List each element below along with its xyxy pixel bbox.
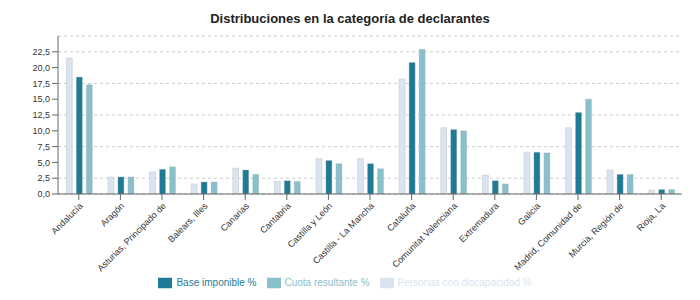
svg-text:Rioja, La: Rioja, La: [635, 201, 667, 233]
svg-text:22,5: 22,5: [32, 47, 50, 57]
svg-text:Madrid, Comunidad de: Madrid, Comunidad de: [512, 201, 583, 272]
svg-text:Castilla - La Mancha: Castilla - La Mancha: [311, 201, 376, 266]
svg-text:Extremadura: Extremadura: [457, 201, 501, 245]
svg-text:Cataluña: Cataluña: [385, 201, 418, 234]
svg-text:Asturias, Principado de: Asturias, Principado de: [95, 201, 168, 274]
svg-text:17,5: 17,5: [32, 79, 50, 89]
svg-text:5,0: 5,0: [37, 158, 50, 168]
svg-text:10,0: 10,0: [32, 126, 50, 136]
svg-text:Cantabria: Cantabria: [258, 201, 293, 236]
svg-text:0,0: 0,0: [37, 189, 50, 199]
svg-text:Balears, Illes: Balears, Illes: [166, 201, 210, 245]
svg-text:15,0: 15,0: [32, 94, 50, 104]
svg-text:Andalucía: Andalucía: [49, 201, 84, 236]
svg-text:7,5: 7,5: [37, 142, 50, 152]
svg-text:Canarias: Canarias: [219, 201, 252, 234]
svg-text:Comunitat Valenciana: Comunitat Valenciana: [390, 201, 459, 270]
svg-text:Galicia: Galicia: [516, 201, 543, 228]
svg-text:20,0: 20,0: [32, 63, 50, 73]
svg-text:12,5: 12,5: [32, 110, 50, 120]
html-text:Distribuciones en la categoría: Distribuciones en la categoría de declar…: [210, 11, 490, 26]
svg-text:2,5: 2,5: [37, 173, 50, 183]
html-text:Personas con discapacidad %: Personas con discapacidad %: [397, 276, 532, 288]
svg-text:Castilla y León: Castilla y León: [285, 200, 335, 250]
html-text:Base imponible %: Base imponible %: [176, 276, 257, 288]
html-text:Cuota resultante %: Cuota resultante %: [284, 276, 370, 288]
svg-text:Aragón: Aragón: [99, 201, 127, 229]
svg-text:Murcia, Región de: Murcia, Región de: [567, 201, 626, 260]
